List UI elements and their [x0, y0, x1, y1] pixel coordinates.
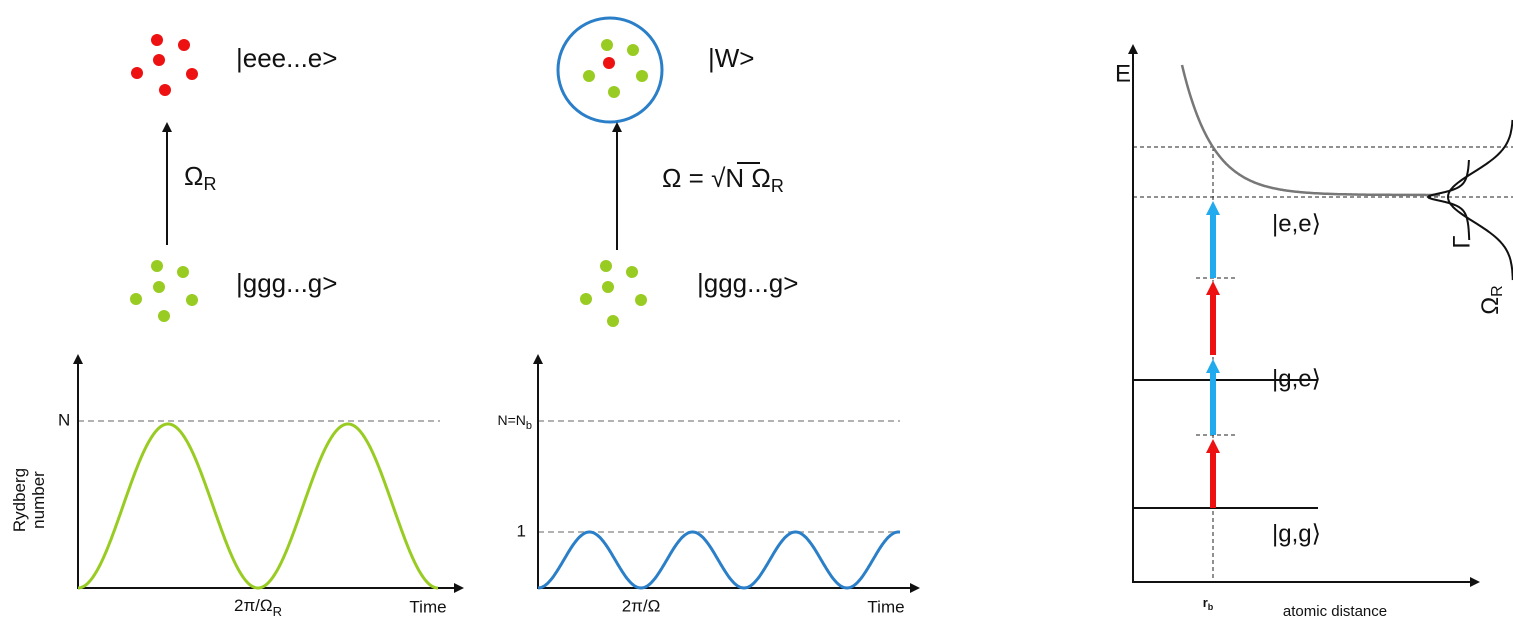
atom [636, 70, 648, 82]
atom [151, 260, 163, 272]
atom [603, 57, 615, 69]
radicand: N [725, 163, 744, 193]
subscript: b [526, 420, 532, 432]
atom [580, 293, 592, 305]
atom [131, 67, 143, 79]
atom [178, 39, 190, 51]
x-title: atomic distance [1283, 603, 1387, 620]
subscript: R [203, 174, 216, 194]
state-label: |ggg...g> [697, 268, 798, 298]
x-label: 2π/ΩR [234, 596, 282, 619]
interaction-potential [1182, 65, 1440, 195]
subscript: R [771, 176, 784, 196]
state-label: |eee...e> [236, 43, 337, 73]
atom [186, 68, 198, 80]
root: √ [711, 163, 726, 193]
atom [627, 44, 639, 56]
figure: |eee...e> ΩR |ggg...g> |W> Ω = √N ΩR |gg… [0, 0, 1513, 625]
collective-rabi-label: Ω = √N ΩR [662, 163, 784, 196]
level-label: |g,g⟩ [1272, 520, 1321, 547]
linewidth-label: Γ [1448, 235, 1475, 248]
y-title: E [1115, 60, 1131, 87]
text: 2π/Ω [234, 596, 273, 615]
atom [130, 293, 142, 305]
atom [602, 281, 614, 293]
y-label: N [58, 410, 70, 429]
atom [159, 84, 171, 96]
atom [626, 266, 638, 278]
axes [1133, 52, 1472, 582]
symbol: Ω [184, 161, 203, 191]
atom [601, 39, 613, 51]
symbol: Ω [1477, 297, 1504, 315]
subscript: R [1489, 285, 1506, 297]
atom [635, 294, 647, 306]
axes [538, 358, 914, 588]
atom [153, 54, 165, 66]
line: number [29, 471, 48, 529]
subscript: R [273, 604, 282, 619]
rabi-profile [1448, 120, 1513, 280]
atom [177, 266, 189, 278]
level-label: |g,e⟩ [1272, 365, 1321, 392]
y-label: N=Nb [497, 412, 532, 432]
rabi-curve [78, 424, 438, 588]
x-title: Time [409, 597, 446, 616]
x-label: rb [1203, 595, 1214, 612]
line: Rydberg [10, 468, 29, 532]
atom [583, 70, 595, 82]
atom [608, 86, 620, 98]
atom [600, 260, 612, 272]
y-label: 1 [517, 521, 526, 540]
atom [153, 281, 165, 293]
state-label: |ggg...g> [236, 268, 337, 298]
rabi-label: ΩR [184, 161, 216, 194]
collective-curve [538, 532, 900, 588]
state-label: |W> [708, 43, 754, 73]
x-title: Time [867, 597, 904, 616]
text: Ω = [662, 163, 711, 193]
level-label: |e,e⟩ [1272, 210, 1321, 237]
rabi-label: ΩR [1477, 285, 1506, 315]
ensemble-circle [558, 18, 662, 122]
subscript: b [1208, 602, 1214, 612]
atom [186, 294, 198, 306]
y-title: Rydbergnumber [10, 468, 48, 532]
symbol: Ω [744, 163, 771, 193]
atom [158, 310, 170, 322]
atom [607, 315, 619, 327]
atom [151, 34, 163, 46]
x-label: 2π/Ω [622, 596, 661, 615]
text: N=N [497, 412, 525, 428]
